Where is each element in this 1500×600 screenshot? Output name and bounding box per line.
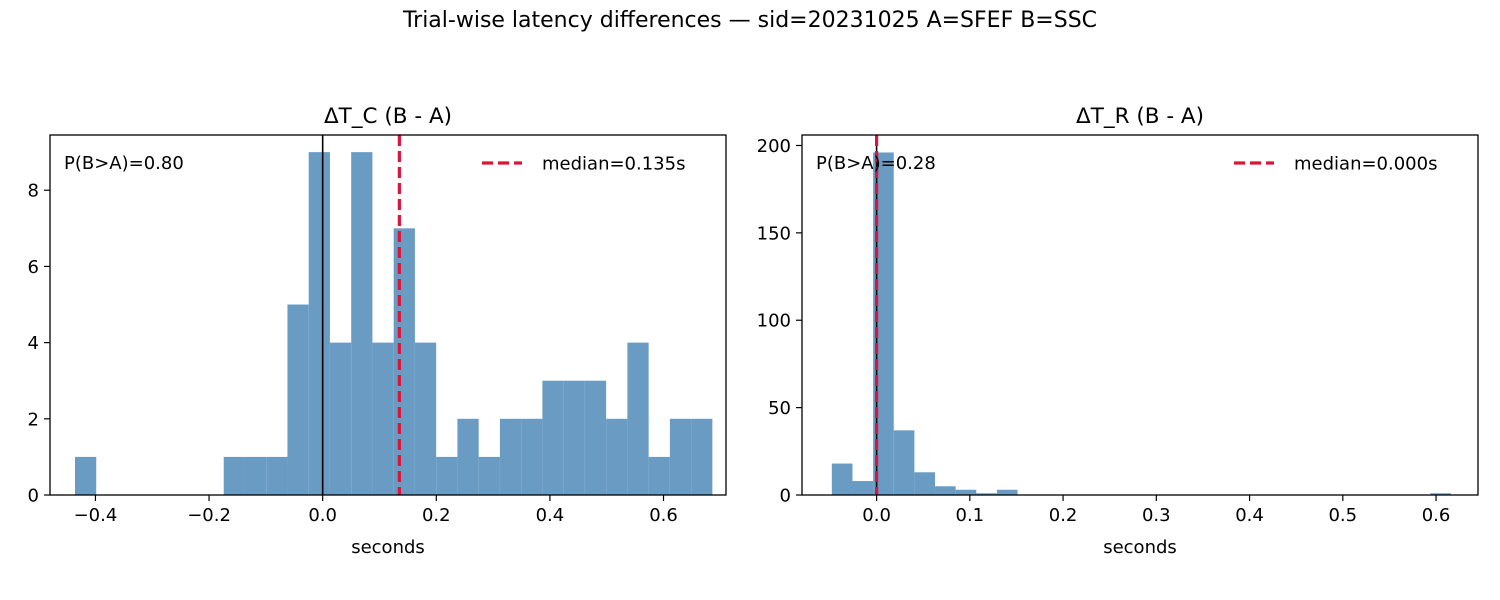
chart-title: ΔT_R (B - A)	[1076, 104, 1204, 129]
histogram-bar	[852, 481, 874, 495]
x-tick-label: 0.0	[308, 505, 337, 526]
legend-label: median=0.000s	[1294, 154, 1437, 175]
histogram-panel-delta-tc: −0.4 −0.2 0.0 0.2 0.4 0.6 0 2 4 6 8 ΔT_C (B - A) sec…	[28, 104, 727, 558]
x-tick-label: −0.4	[74, 505, 118, 526]
x-tick-label: 0.5	[1328, 505, 1357, 526]
histogram-bar	[606, 418, 628, 495]
histogram-bar	[436, 456, 458, 495]
histogram-bar	[893, 430, 915, 495]
histogram-bar	[996, 489, 1018, 495]
chart-title: ΔT_C (B - A)	[324, 104, 452, 129]
histogram-bar	[976, 493, 997, 495]
histogram-bar	[457, 418, 479, 495]
histogram-bar	[914, 472, 936, 495]
histogram-bar	[563, 380, 585, 495]
y-tick-label: 200	[757, 136, 791, 157]
legend-label: median=0.135s	[542, 154, 685, 175]
histogram-bar	[521, 418, 543, 495]
figure-suptitle: Trial-wise latency differences — sid=202…	[402, 8, 1098, 33]
histogram-bar	[955, 489, 977, 495]
x-tick-label: 0.4	[536, 505, 565, 526]
histogram-bar	[266, 456, 288, 495]
histogram-bar	[499, 418, 522, 495]
histogram-bar	[308, 152, 330, 495]
x-tick-label: 0.4	[1235, 505, 1264, 526]
y-tick-label: 0	[780, 486, 791, 507]
histogram-bar	[669, 418, 692, 495]
x-axis-label: seconds	[1103, 537, 1177, 558]
y-tick-label: 4	[28, 333, 39, 354]
y-tick-label: 0	[28, 486, 39, 507]
histogram-bar	[542, 380, 564, 495]
histogram-bar	[372, 342, 394, 495]
axes-frame	[801, 134, 1479, 496]
histogram-bar	[223, 456, 245, 495]
histogram-bar	[74, 456, 97, 495]
histogram-bar	[244, 456, 267, 495]
probability-annotation: P(B>A)=0.28	[816, 153, 936, 174]
histogram-bar	[478, 456, 500, 495]
histogram-bar	[584, 380, 607, 495]
histogram-panel-delta-tr: 0.0 0.1 0.2 0.3 0.4 0.5 0.6 0 50 100 150 200 ΔT_R (B…	[757, 104, 1479, 558]
histogram-bar	[627, 342, 649, 495]
x-tick-label: 0.6	[649, 505, 678, 526]
y-tick-label: 50	[768, 398, 791, 419]
histogram-bar	[831, 463, 853, 495]
probability-annotation: P(B>A)=0.80	[64, 153, 184, 174]
x-tick-label: 0.3	[1142, 505, 1171, 526]
histogram-bar	[648, 456, 670, 495]
histogram-bar	[1430, 493, 1451, 495]
y-tick-label: 150	[757, 223, 791, 244]
y-tick-label: 8	[28, 181, 39, 202]
y-tick-label: 2	[28, 409, 39, 430]
x-tick-label: −0.2	[187, 505, 231, 526]
histogram-bar	[414, 342, 437, 495]
x-tick-label: 0.2	[422, 505, 451, 526]
histogram-bar	[691, 418, 713, 495]
y-tick-label: 6	[28, 257, 39, 278]
histogram-bar	[287, 304, 309, 495]
histogram-bar	[935, 486, 956, 495]
histogram-bar	[873, 152, 894, 496]
histogram-bar	[393, 228, 415, 496]
y-tick-label: 100	[757, 311, 791, 332]
axes-frame	[49, 134, 727, 496]
x-tick-label: 0.1	[956, 505, 985, 526]
x-axis-label: seconds	[351, 537, 425, 558]
x-tick-label: 0.2	[1049, 505, 1078, 526]
x-tick-label: 0.6	[1422, 505, 1451, 526]
histogram-bar	[329, 342, 352, 495]
histogram-bar	[351, 152, 373, 495]
x-tick-label: 0.0	[862, 505, 891, 526]
